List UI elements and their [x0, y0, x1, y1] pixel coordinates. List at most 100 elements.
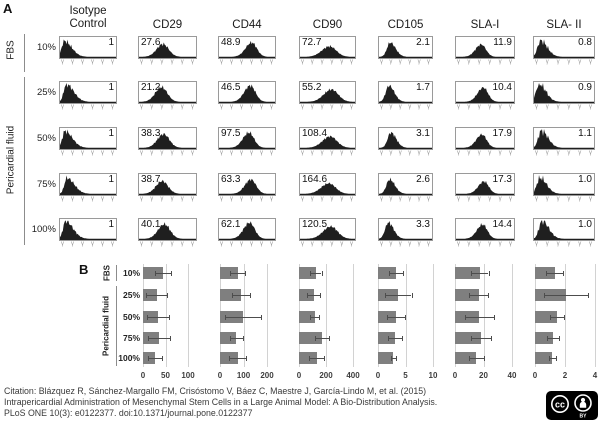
group-label-pericardial-fluid: Pericardial fluid [101, 295, 111, 357]
error-bar [548, 358, 556, 359]
error-bar-cap [307, 293, 309, 298]
error-bar-cap [548, 356, 550, 361]
axis-tick-glyph: γ [330, 196, 334, 202]
axis-tick-label: 100 [181, 371, 195, 380]
axis-tick-glyph: γ [488, 241, 492, 247]
axis-tick-glyph: γ [545, 196, 549, 202]
gridline [165, 264, 167, 367]
histogram-cell: 0.9 [533, 81, 595, 104]
axis-tick-label: 0 [375, 371, 381, 380]
axis-tick-glyph: γ [81, 150, 84, 156]
error-bar-cap [229, 356, 231, 361]
axis-tick-glyph: γ [589, 150, 592, 156]
axis-tick-label: 200 [260, 371, 274, 380]
axis-tick-glyph: γ [488, 196, 492, 202]
axis-tick-glyph: γ [380, 241, 383, 247]
axis-tick-glyph: γ [350, 104, 353, 110]
axis-tick-glyph: γ [417, 104, 421, 110]
axis-tick-glyph: γ [320, 196, 324, 202]
axis-tick-label: 50 [161, 371, 170, 380]
error-bar [465, 317, 494, 318]
histogram-curve [456, 43, 514, 58]
axis-tick-glyph: γ [310, 196, 314, 202]
error-bar [154, 273, 171, 274]
axis-tick-glyph: γ [509, 150, 512, 156]
bar [535, 311, 557, 323]
histogram-curve [456, 133, 514, 149]
row-percent-label: 100% [31, 224, 56, 235]
axis-tick-glyph: γ [81, 241, 84, 247]
error-bar [314, 338, 330, 339]
histogram-curve [300, 45, 355, 58]
error-bar-cap [308, 356, 310, 361]
histogram-cell: 55.2 [299, 81, 356, 104]
axis-tick-glyph: γ [250, 104, 253, 110]
histogram-curve [379, 221, 432, 240]
axis-tick-glyph: γ [220, 150, 223, 156]
error-bar-cap [229, 336, 231, 341]
axis-tick-glyph: γ [535, 150, 538, 156]
histogram-cell: 11.9 [455, 36, 515, 59]
axis-tick-glyph: γ [330, 59, 334, 65]
axis-tick-glyph: γ [160, 241, 164, 247]
error-bar-cap [147, 336, 149, 341]
histogram-value: 0.9 [578, 82, 592, 93]
axis-tick-glyph: γ [71, 104, 74, 110]
error-bar-cap [224, 315, 226, 320]
axis-tick-glyph: γ [498, 196, 502, 202]
histogram-value: 48.9 [221, 37, 241, 48]
axis-tick-glyph: γ [408, 104, 412, 110]
error-bar-cap [170, 271, 172, 276]
error-bar-cap [483, 356, 485, 361]
axis-tick-glyph: γ [567, 241, 571, 247]
axis-tick-glyph: γ [320, 104, 324, 110]
axis-tick-glyph: γ [477, 241, 481, 247]
histogram-cell: 2.1 [378, 36, 433, 59]
histogram-cell: 14.4 [455, 218, 515, 241]
axis-tick-glyph: γ [457, 241, 460, 247]
axis-tick-glyph: γ [417, 196, 421, 202]
axis-tick-glyph: γ [340, 59, 344, 65]
histogram-value: 1 [108, 174, 114, 185]
histogram-cell: 1.7 [378, 81, 433, 104]
axis-tick-glyph: γ [457, 150, 460, 156]
error-bar [547, 338, 559, 339]
histogram-curve [60, 129, 116, 149]
histogram-curve [219, 40, 275, 58]
error-bar-cap [385, 293, 387, 298]
histogram-value: 1.0 [578, 174, 592, 185]
axis-tick-glyph: γ [340, 196, 344, 202]
gridline [595, 264, 596, 367]
error-bar-cap [261, 315, 263, 320]
axis-tick-glyph: γ [477, 196, 481, 202]
histogram-curve [379, 84, 432, 103]
axis-tick-glyph: γ [417, 59, 421, 65]
histogram-value: 10.4 [492, 82, 512, 93]
axis-tick-glyph: γ [578, 59, 582, 65]
histogram-value: 21.2 [141, 82, 161, 93]
histogram-value: 40.1 [141, 219, 161, 230]
axis-tick-glyph: γ [240, 59, 243, 65]
histogram-value: 1 [108, 219, 114, 230]
cc-by-badge[interactable]: cc BY [546, 391, 598, 420]
axis-tick-glyph: γ [545, 150, 549, 156]
axis-tick-glyph: γ [457, 104, 460, 110]
citation-line-2: Intrapericardial Administration of Mesen… [4, 397, 438, 408]
axis-tick-glyph: γ [250, 196, 253, 202]
axis-tick-glyph: γ [301, 104, 304, 110]
axis-tick-glyph: γ [310, 241, 314, 247]
axis-tick-glyph: γ [101, 150, 104, 156]
histogram-value: 14.4 [492, 219, 512, 230]
histogram-value: 63.3 [221, 174, 241, 185]
error-bar-cap [411, 293, 413, 298]
histogram-cell: 1 [59, 218, 117, 241]
axis-tick-glyph: γ [408, 59, 412, 65]
axis-tick-glyph: γ [427, 241, 430, 247]
axis-tick-glyph: γ [81, 196, 84, 202]
axis-tick-glyph: γ [260, 150, 263, 156]
axis-tick-glyph: γ [191, 150, 194, 156]
axis-tick-glyph: γ [230, 150, 233, 156]
axis-tick-glyph: γ [330, 104, 334, 110]
histogram-curve [139, 179, 196, 195]
